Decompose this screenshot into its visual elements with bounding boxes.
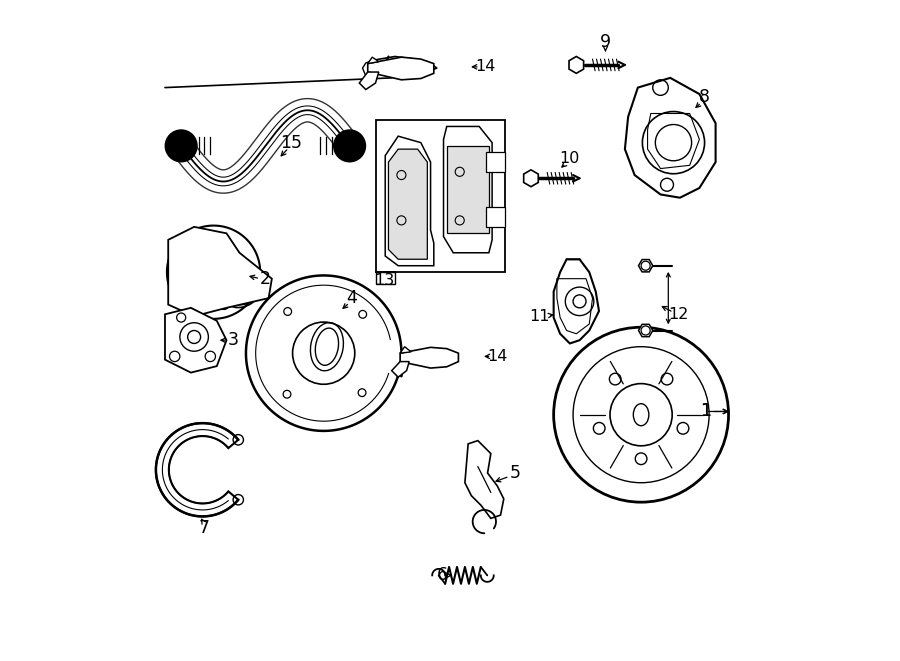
Text: 12: 12 — [668, 307, 688, 322]
Text: 5: 5 — [509, 464, 520, 482]
Text: 1: 1 — [700, 403, 711, 420]
Polygon shape — [554, 259, 599, 344]
Polygon shape — [165, 308, 227, 373]
Circle shape — [220, 300, 229, 309]
Text: 13: 13 — [374, 273, 394, 288]
Text: 11: 11 — [529, 309, 550, 324]
Text: 1: 1 — [700, 403, 711, 420]
Circle shape — [243, 268, 252, 277]
Text: 14: 14 — [475, 59, 496, 74]
Polygon shape — [375, 272, 395, 284]
Polygon shape — [486, 153, 505, 172]
Polygon shape — [363, 60, 373, 76]
Polygon shape — [359, 72, 379, 89]
Polygon shape — [446, 146, 489, 233]
Polygon shape — [392, 362, 410, 377]
Text: 15: 15 — [280, 134, 302, 151]
Circle shape — [181, 247, 190, 256]
Polygon shape — [156, 423, 238, 516]
Polygon shape — [625, 78, 716, 198]
Text: 10: 10 — [560, 151, 580, 167]
Text: 9: 9 — [600, 33, 611, 52]
Polygon shape — [524, 170, 538, 186]
Polygon shape — [373, 56, 437, 78]
Text: 6: 6 — [436, 566, 448, 584]
Polygon shape — [385, 136, 434, 266]
Text: 8: 8 — [699, 89, 710, 106]
Polygon shape — [638, 260, 652, 272]
Polygon shape — [486, 208, 505, 227]
Circle shape — [220, 235, 229, 244]
Polygon shape — [569, 56, 583, 73]
Text: 14: 14 — [487, 349, 508, 364]
Polygon shape — [389, 149, 428, 259]
Circle shape — [334, 130, 365, 161]
Bar — [375, 120, 505, 272]
Polygon shape — [400, 346, 411, 353]
Polygon shape — [368, 57, 379, 63]
Polygon shape — [168, 227, 272, 316]
Polygon shape — [638, 325, 652, 336]
Text: 3: 3 — [228, 331, 238, 349]
Circle shape — [181, 288, 190, 297]
Text: 7: 7 — [198, 519, 210, 537]
Text: 2: 2 — [260, 270, 271, 288]
Polygon shape — [465, 441, 504, 518]
Polygon shape — [400, 347, 458, 368]
Polygon shape — [444, 126, 492, 253]
Polygon shape — [368, 57, 434, 80]
Circle shape — [166, 130, 197, 161]
Text: 4: 4 — [346, 289, 357, 307]
